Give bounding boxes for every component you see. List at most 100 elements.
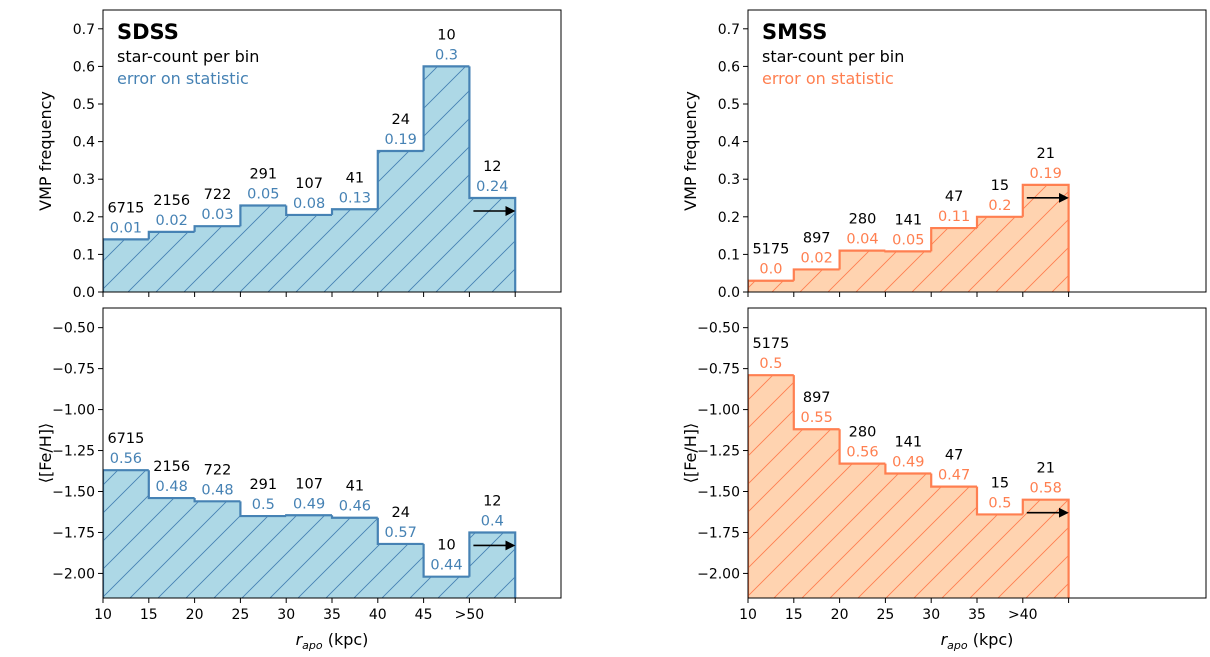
step-bin-6 bbox=[376, 517, 424, 546]
y-tick-label: 0.2 bbox=[73, 210, 95, 226]
step-bin-5 bbox=[330, 208, 378, 215]
x-tick-label: >40 bbox=[1008, 607, 1038, 623]
y-axis-label: VMP frequency bbox=[681, 91, 700, 211]
step-bin-4 bbox=[930, 226, 977, 252]
bin-count-label: 722 bbox=[204, 462, 232, 478]
bin-count-label: 24 bbox=[391, 112, 409, 128]
x-tick-label: 35 bbox=[323, 607, 341, 623]
bin-error-label: 0.19 bbox=[1030, 166, 1062, 182]
bin-count-label: 280 bbox=[849, 425, 877, 441]
x-tick-label: 30 bbox=[277, 607, 295, 623]
bin-error-label: 0.44 bbox=[430, 558, 462, 574]
bin-error-label: 0.58 bbox=[1030, 481, 1062, 497]
bin-count-label: 6715 bbox=[107, 200, 144, 216]
x-tick-label: 30 bbox=[922, 607, 940, 623]
y-tick-label: 0.3 bbox=[73, 172, 95, 188]
step-bin-0 bbox=[103, 469, 149, 598]
bin-error-label: 0.5 bbox=[759, 356, 782, 372]
y-tick-label: 0.6 bbox=[718, 59, 740, 75]
y-axis-label: ⟨[Fe/H]⟩ bbox=[681, 423, 700, 484]
bin-error-label: 0.47 bbox=[938, 468, 970, 484]
bin-error-label: 0.11 bbox=[938, 209, 970, 225]
x-tick-label: 25 bbox=[231, 607, 249, 623]
y-tick-label: −2.00 bbox=[697, 566, 740, 582]
panel-sdss-top: 6715 0.01 2156 0.02 722 0.03 291 0.05 107 0.08 41 0… bbox=[36, 9, 562, 301]
step-bin-5 bbox=[975, 486, 1023, 516]
y-tick-label: 0.0 bbox=[718, 285, 740, 301]
panel-title: SDSS bbox=[117, 20, 179, 44]
bin-error-label: 0.04 bbox=[846, 232, 878, 248]
x-tick-label: 45 bbox=[415, 607, 433, 623]
bin-error-label: 0.56 bbox=[846, 445, 878, 461]
bin-error-label: 0.02 bbox=[801, 250, 833, 266]
bin-count-label: 5175 bbox=[752, 336, 789, 352]
y-tick-label: 0.7 bbox=[73, 22, 95, 38]
bin-count-label: 15 bbox=[991, 178, 1009, 194]
panel-sdss-bottom: 6715 0.56 2156 0.48 722 0.48 291 0.5 107 0.49 41 0.… bbox=[36, 307, 562, 652]
bin-error-label: 0.57 bbox=[385, 525, 417, 541]
bin-count-label: 47 bbox=[945, 448, 963, 464]
y-tick-label: −1.25 bbox=[52, 444, 95, 460]
step-bin-8 bbox=[468, 66, 517, 292]
x-tick-label: 40 bbox=[369, 607, 387, 623]
bin-count-label: 280 bbox=[849, 212, 877, 228]
bin-count-label: 41 bbox=[346, 479, 364, 495]
y-tick-label: 0.5 bbox=[718, 97, 740, 113]
y-tick-label: 0.4 bbox=[718, 135, 740, 151]
x-tick-label: >50 bbox=[455, 607, 485, 623]
y-tick-label: 0.2 bbox=[718, 210, 740, 226]
bin-count-label: 21 bbox=[1036, 461, 1054, 477]
step-bin-3 bbox=[239, 501, 287, 518]
bin-error-label: 0.13 bbox=[339, 190, 371, 206]
step-bin-3 bbox=[884, 250, 932, 253]
panel-smss-bottom: 5175 0.5 897 0.55 280 0.56 141 0.49 47 0.47 15 0.5 2… bbox=[681, 307, 1207, 652]
panel-smss-top: 5175 0.0 897 0.02 280 0.04 141 0.05 47 0.11 15 0.2 2… bbox=[681, 9, 1207, 301]
bin-count-label: 107 bbox=[295, 176, 323, 192]
step-bin-7 bbox=[422, 543, 470, 578]
bin-error-label: 0.19 bbox=[385, 132, 417, 148]
step-hatch bbox=[103, 66, 516, 292]
bin-error-label: 0.48 bbox=[156, 479, 188, 495]
y-tick-label: 0.4 bbox=[73, 135, 95, 151]
y-tick-label: −0.75 bbox=[697, 362, 740, 378]
bin-error-label: 0.4 bbox=[481, 513, 504, 529]
bin-error-label: 0.49 bbox=[293, 496, 325, 512]
step-bin-6 bbox=[1021, 498, 1070, 598]
bin-error-label: 0.01 bbox=[110, 220, 142, 236]
bin-count-label: 897 bbox=[803, 230, 831, 246]
bin-error-label: 0.05 bbox=[892, 232, 924, 248]
y-tick-label: 0.0 bbox=[73, 285, 95, 301]
bin-count-label: 6715 bbox=[107, 431, 144, 447]
x-tick-label: 25 bbox=[876, 607, 894, 623]
x-axis-label: rapo (kpc) bbox=[296, 630, 369, 652]
bin-count-label: 24 bbox=[391, 505, 409, 521]
bin-error-label: 0.0 bbox=[759, 262, 782, 278]
step-bin-0 bbox=[748, 374, 794, 598]
bin-count-label: 291 bbox=[249, 477, 277, 493]
x-tick-label: 10 bbox=[94, 607, 112, 623]
step-bin-4 bbox=[930, 473, 977, 488]
bin-count-label: 722 bbox=[204, 187, 232, 203]
x-axis-label: rapo (kpc) bbox=[941, 630, 1014, 652]
y-tick-label: 0.1 bbox=[718, 247, 740, 263]
bin-error-label: 0.48 bbox=[201, 482, 233, 498]
step-hatch bbox=[748, 375, 1069, 598]
bin-count-label: 12 bbox=[483, 159, 501, 175]
bin-count-label: 47 bbox=[945, 189, 963, 205]
y-tick-label: −0.50 bbox=[697, 321, 740, 337]
bin-count-label: 2156 bbox=[153, 459, 190, 475]
legend-error-text: error on statistic bbox=[117, 69, 249, 88]
x-tick-label: 10 bbox=[739, 607, 757, 623]
y-tick-label: 0.1 bbox=[73, 247, 95, 263]
y-tick-label: −1.50 bbox=[697, 485, 740, 501]
bin-count-label: 5175 bbox=[752, 242, 789, 258]
y-tick-label: −2.00 bbox=[52, 566, 95, 582]
step-bin-2 bbox=[838, 249, 886, 270]
step-bin-3 bbox=[884, 463, 932, 475]
step-bin-5 bbox=[975, 215, 1023, 229]
bin-error-label: 0.05 bbox=[247, 187, 279, 203]
y-tick-label: −0.50 bbox=[52, 321, 95, 337]
y-tick-label: −1.75 bbox=[52, 525, 95, 541]
bin-error-label: 0.56 bbox=[110, 451, 142, 467]
